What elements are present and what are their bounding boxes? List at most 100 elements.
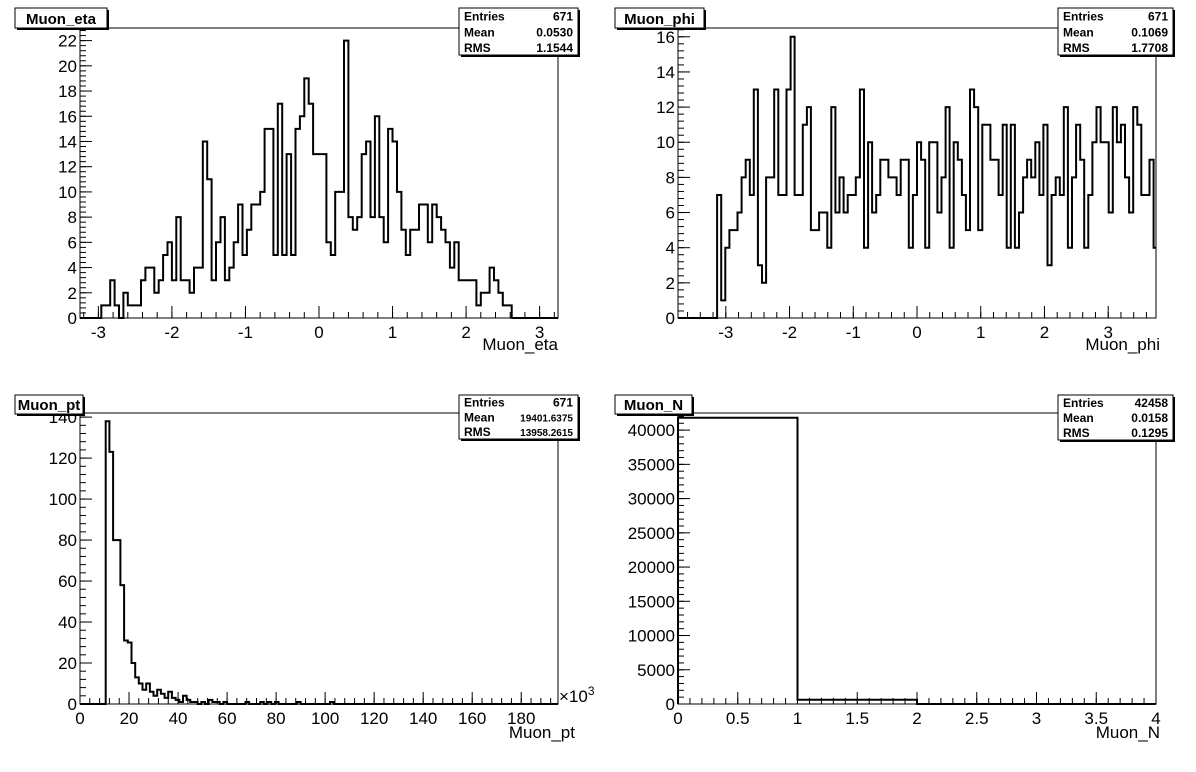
histogram-bin — [353, 230, 357, 318]
y-tick-label: 40 — [58, 613, 77, 632]
y-axis: 0 2 4 6 8 10 12 14 16 — [656, 28, 690, 328]
stats-value: 0.0158 — [1131, 411, 1168, 425]
x-tick-label: 3 — [535, 323, 544, 342]
histogram-bin — [124, 640, 128, 704]
x-tick-label: 0.5 — [726, 709, 750, 728]
histogram-bin — [137, 305, 141, 318]
y-tick-label: 80 — [58, 531, 77, 550]
y-tick-label: 5000 — [637, 661, 675, 680]
histogram-bin — [181, 280, 185, 318]
histogram-bin — [476, 305, 480, 318]
histogram-bin — [143, 690, 147, 704]
x-axis-label: Muon_phi — [1085, 335, 1160, 354]
y-tick-label: 6 — [666, 204, 675, 223]
x-tick-label: -2 — [164, 323, 179, 342]
histogram-bin — [1056, 177, 1060, 318]
histogram-bin — [827, 248, 831, 318]
histogram-bin — [485, 293, 489, 318]
y-tick-label: 16 — [58, 107, 77, 126]
x-tick-label: -1 — [846, 323, 861, 342]
x-tick-label: 0 — [75, 709, 84, 728]
stats-box — [458, 7, 579, 56]
histogram-line — [713, 35, 1156, 319]
stats-value: 671 — [1148, 10, 1168, 24]
plot-frame — [79, 412, 559, 705]
histogram-bin — [909, 248, 913, 318]
histogram-bin — [888, 177, 892, 318]
y-tick-label: 100 — [49, 490, 77, 509]
histogram-bin — [1031, 177, 1035, 318]
y-tick-label: 4 — [68, 259, 77, 278]
histogram-bin — [1129, 213, 1133, 318]
plot-frame — [79, 27, 559, 319]
stats-value: 671 — [553, 10, 573, 24]
y-tick-label: 0 — [666, 695, 675, 714]
histogram-bin — [815, 230, 819, 318]
y-tick-label: 12 — [58, 158, 77, 177]
histogram-bin — [450, 268, 454, 318]
histogram-bin — [1048, 265, 1052, 318]
histogram-bin — [348, 217, 352, 318]
histogram-bin — [1109, 213, 1113, 318]
stats-value: 13958.2615 — [520, 428, 573, 439]
histogram-bin — [795, 195, 799, 318]
histogram-bin — [132, 305, 136, 318]
histogram-pad-4: 0 5000 10000 15000 20000 25000 30000 35000 40000… — [614, 394, 1175, 742]
histogram-bin — [154, 696, 158, 704]
stats-label: RMS — [1063, 426, 1090, 440]
histogram-bin — [1141, 195, 1145, 318]
y-tick-label: 0 — [68, 309, 77, 328]
x-tick-label: -3 — [718, 323, 733, 342]
stats-label: Entries — [464, 10, 505, 24]
histogram-bin — [884, 160, 888, 318]
histogram-bin — [770, 177, 774, 318]
y-axis: 0 5000 10000 15000 20000 25000 30000 35000 40000 — [628, 415, 690, 714]
x-tick-label: 2.5 — [965, 709, 989, 728]
y-tick-label: 120 — [49, 449, 77, 468]
y-tick-label: 2 — [666, 274, 675, 293]
histogram-bin — [198, 268, 202, 318]
histogram-bin — [1015, 248, 1019, 318]
y-tick-label: 14 — [58, 132, 77, 151]
histogram-bin — [415, 230, 419, 318]
y-tick-label: 18 — [58, 82, 77, 101]
x-tick-label: 2 — [1040, 323, 1049, 342]
x-tick-label: 120 — [360, 709, 388, 728]
histogram-bin — [1117, 142, 1121, 318]
y-tick-label: 8 — [666, 168, 675, 187]
histogram-bin — [1145, 195, 1149, 318]
histogram-series — [677, 416, 1156, 705]
y-tick-label: 25000 — [628, 524, 675, 543]
x-axis-exponent: ×103 — [559, 684, 595, 706]
x-tick-label: 1 — [976, 323, 985, 342]
histogram-bin — [733, 230, 737, 318]
stats-value: 42458 — [1135, 396, 1169, 410]
histogram-bin — [1060, 195, 1064, 318]
histogram-bin — [778, 195, 782, 318]
histogram-bin — [1068, 248, 1072, 318]
histogram-bin — [128, 305, 132, 318]
stats-value: 0.0530 — [536, 25, 573, 39]
stats-label: Entries — [1063, 396, 1104, 410]
histogram-bin — [437, 217, 441, 318]
histogram-bin — [300, 116, 304, 318]
histogram-bin — [340, 192, 344, 318]
x-tick-label: -2 — [782, 323, 797, 342]
x-tick-label: 40 — [169, 709, 188, 728]
x-tick-label: 1.5 — [845, 709, 869, 728]
histogram-bin — [1084, 248, 1088, 318]
x-tick-label: 3 — [1103, 323, 1112, 342]
y-tick-label: 20 — [58, 57, 77, 76]
histogram-bin — [990, 160, 994, 318]
histogram-bin — [978, 230, 982, 318]
histogram-bin — [291, 255, 295, 318]
histogram-bin — [357, 217, 361, 318]
histogram-bin — [852, 195, 856, 318]
stats-label: Mean — [464, 25, 495, 39]
histogram-bin — [1027, 160, 1031, 318]
histogram-bin — [318, 154, 322, 318]
x-tick-label: 160 — [458, 709, 486, 728]
y-tick-label: 14 — [656, 63, 675, 82]
